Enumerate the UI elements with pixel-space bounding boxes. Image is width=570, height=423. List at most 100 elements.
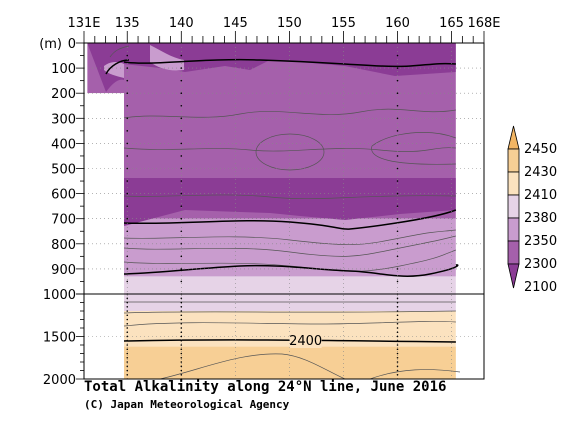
station-dot (396, 344, 399, 346)
x-axis: 131E 135 140 145 150 155 160 165 168E (67, 16, 501, 43)
no-data-west-top (84, 43, 88, 94)
station-dot (396, 369, 399, 372)
station-dot (180, 255, 183, 258)
station-dot (396, 318, 399, 321)
station-dot (396, 92, 399, 94)
station-dot (126, 369, 129, 372)
y-tick-label: 800 (51, 238, 76, 253)
x-tick-label: 140 (169, 16, 194, 31)
y-tick-label: 500 (51, 163, 76, 178)
colorbar-label: 2100 (524, 280, 557, 295)
x-tick-label: 150 (277, 16, 302, 31)
colorbar-label: 2430 (524, 165, 557, 180)
station-dot (396, 217, 399, 220)
station-dot (396, 339, 399, 342)
station-dot (396, 348, 399, 351)
station-dot (180, 297, 183, 300)
station-dot (396, 104, 399, 107)
station-dot (180, 180, 183, 182)
no-data-east (455, 43, 484, 379)
station-dot (180, 167, 183, 170)
station-dot (180, 314, 183, 317)
station-dot (180, 192, 183, 195)
contour-labels: 2400 (289, 334, 322, 349)
chart-title: Total Alkalinity along 24°N line, June 2… (84, 379, 447, 395)
station-dot (396, 230, 399, 233)
y-tick-label: 300 (51, 112, 76, 127)
colorbar-band (507, 148, 520, 173)
x-tick-label: 165 (439, 16, 464, 31)
layer-band-2 (124, 218, 456, 277)
station-dot (180, 54, 183, 57)
colorbar: 2450 2430 2410 2380 2350 2300 2100 (507, 125, 557, 295)
colorbar-label: 2350 (524, 234, 557, 249)
station-dot (396, 117, 399, 120)
station-dot (180, 205, 183, 207)
station-dot (396, 180, 399, 182)
x-tick-label: 145 (223, 16, 248, 31)
chart-credit: (C) Japan Meteorological Agency (84, 398, 290, 411)
station-dot (180, 356, 183, 359)
station-dot (126, 310, 129, 312)
y-tick-label: 400 (51, 137, 76, 152)
station-dot (126, 297, 129, 300)
station-dot (180, 339, 183, 342)
plot-border (83, 42, 485, 380)
station-dot (396, 280, 399, 283)
y-tick-label: 600 (51, 188, 76, 203)
colorbar-bottom-arrow (507, 263, 520, 289)
station-dot (126, 192, 129, 195)
station-dot (180, 155, 183, 157)
contour-thin-5 (123, 235, 456, 257)
station-dot (180, 305, 183, 308)
contour-label: 2400 (289, 334, 322, 349)
station-dot (126, 322, 129, 325)
deep-mound-patch (195, 354, 338, 379)
station-dot (180, 142, 183, 145)
contour-thin-12 (109, 45, 130, 58)
y-tick-label: 1000 (43, 288, 76, 303)
station-dot (126, 180, 129, 182)
station-dot (396, 305, 399, 308)
station-dot (396, 167, 399, 170)
sampling-points (126, 54, 399, 379)
station-dot (180, 322, 183, 325)
colorbar-label: 2300 (524, 257, 557, 272)
station-dot (396, 54, 399, 57)
station-dot (396, 142, 399, 145)
station-dot (180, 92, 183, 94)
station-dot (126, 205, 129, 207)
station-dot (396, 155, 399, 157)
y-tick-label: 1500 (43, 331, 76, 346)
x-tick-label: 155 (331, 16, 356, 31)
station-dot (180, 243, 183, 245)
y-axis-unit: (m) (39, 37, 62, 52)
x-tick-label: 160 (385, 16, 410, 31)
station-dot (126, 331, 129, 334)
station-dot (180, 301, 183, 304)
y-tick-label: 100 (51, 62, 76, 77)
station-dot (126, 305, 129, 308)
y-tick-label: 900 (51, 263, 76, 278)
contour-thin-2 (123, 147, 456, 152)
station-dot (126, 339, 129, 342)
station-dot (126, 344, 129, 346)
station-dot (180, 318, 183, 321)
station-dot (126, 155, 129, 157)
contour-thin-10 (159, 353, 346, 379)
x-tick-label: 168E (467, 16, 500, 31)
station-dot (126, 130, 129, 132)
station-dot (126, 243, 129, 245)
station-dot (396, 297, 399, 300)
contour-thick-1 (123, 209, 457, 230)
dark-intermediate-patch (124, 178, 456, 226)
station-dot (396, 356, 399, 359)
y-tick-label: 2000 (43, 373, 76, 388)
station-dot (396, 79, 399, 82)
contour-oval-east (371, 132, 457, 165)
station-dot (126, 167, 129, 170)
y-tick-label: 200 (51, 87, 76, 102)
station-dot (180, 79, 183, 82)
grid-lines (84, 43, 484, 379)
colorbar-band (507, 194, 520, 219)
